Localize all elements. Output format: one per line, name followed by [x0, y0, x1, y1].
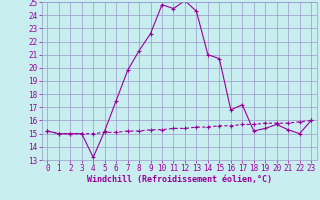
X-axis label: Windchill (Refroidissement éolien,°C): Windchill (Refroidissement éolien,°C) — [87, 175, 272, 184]
